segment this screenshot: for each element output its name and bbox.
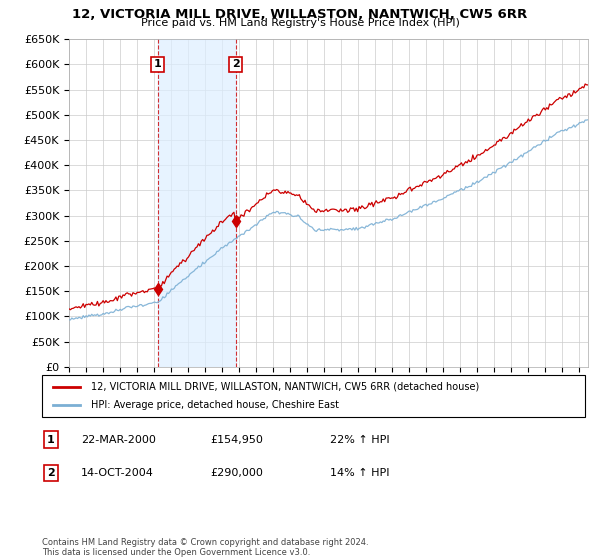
Text: 14-OCT-2004: 14-OCT-2004 xyxy=(81,468,154,478)
Text: 2: 2 xyxy=(47,468,55,478)
Text: Contains HM Land Registry data © Crown copyright and database right 2024.
This d: Contains HM Land Registry data © Crown c… xyxy=(42,538,368,557)
Text: 22% ↑ HPI: 22% ↑ HPI xyxy=(330,435,389,445)
Text: 22-MAR-2000: 22-MAR-2000 xyxy=(81,435,156,445)
Text: 14% ↑ HPI: 14% ↑ HPI xyxy=(330,468,389,478)
Text: HPI: Average price, detached house, Cheshire East: HPI: Average price, detached house, Ches… xyxy=(91,400,339,410)
Bar xyxy=(158,39,236,367)
Text: 12, VICTORIA MILL DRIVE, WILLASTON, NANTWICH, CW5 6RR: 12, VICTORIA MILL DRIVE, WILLASTON, NANT… xyxy=(73,8,527,21)
Text: £290,000: £290,000 xyxy=(210,468,263,478)
Text: 12, VICTORIA MILL DRIVE, WILLASTON, NANTWICH, CW5 6RR (detached house): 12, VICTORIA MILL DRIVE, WILLASTON, NANT… xyxy=(91,382,479,392)
Text: 1: 1 xyxy=(154,59,162,69)
Text: 2: 2 xyxy=(232,59,239,69)
Text: £154,950: £154,950 xyxy=(210,435,263,445)
Text: 1: 1 xyxy=(47,435,55,445)
Text: Price paid vs. HM Land Registry's House Price Index (HPI): Price paid vs. HM Land Registry's House … xyxy=(140,18,460,29)
